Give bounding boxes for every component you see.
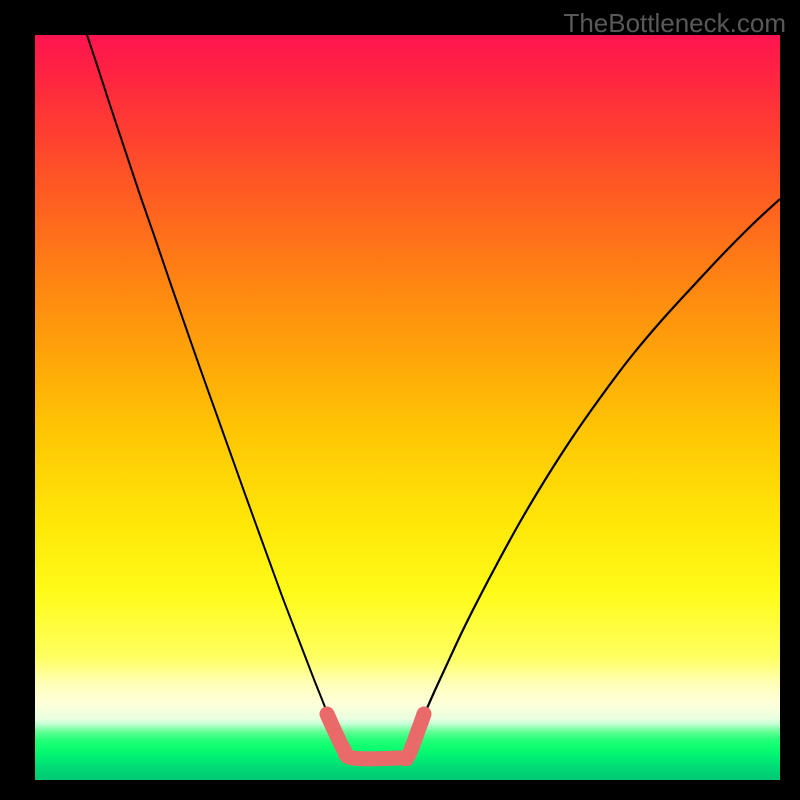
watermark-text: TheBottleneck.com (563, 8, 786, 39)
bottleneck-chart (0, 0, 800, 800)
gradient-background (35, 35, 780, 780)
